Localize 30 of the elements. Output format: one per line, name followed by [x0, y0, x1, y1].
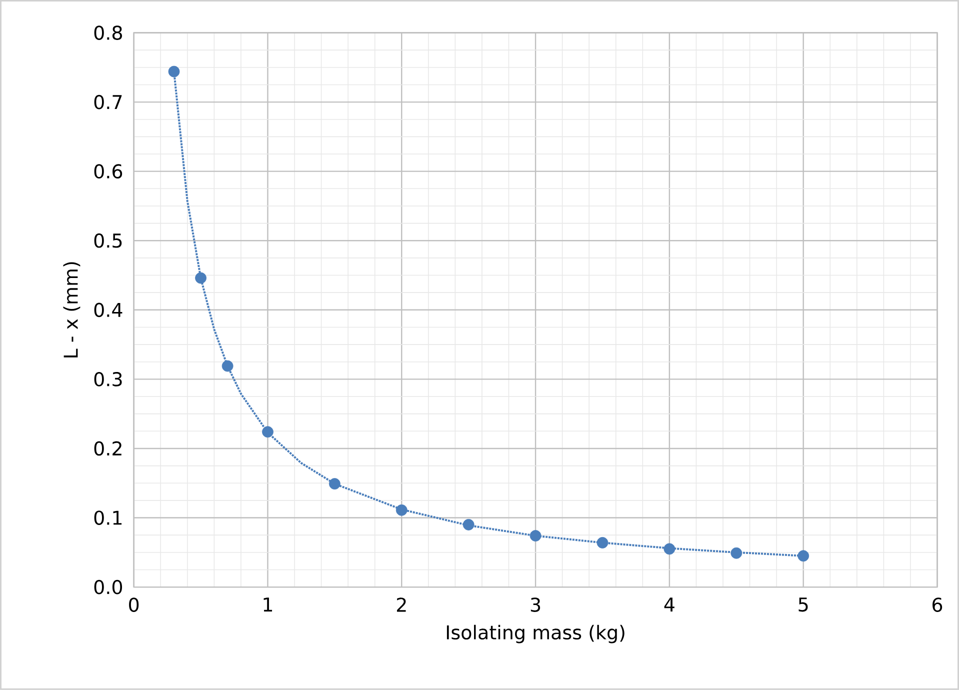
y-tick-label: 0.4 — [94, 302, 122, 318]
x-tick-label: 1 — [264, 598, 272, 612]
point — [530, 530, 542, 542]
point — [222, 360, 234, 372]
point — [596, 537, 608, 548]
y-tick-label: 0.2 — [94, 441, 122, 456]
y-tick-label: 0.0 — [94, 580, 122, 594]
point — [396, 504, 408, 516]
x-axis-title: Isolating mass (kg) — [446, 624, 624, 644]
y-tick-label: 0.8 — [94, 26, 122, 40]
y-tick-label: 0.5 — [94, 234, 122, 248]
x-tick-label: 4 — [664, 598, 674, 612]
point — [462, 519, 474, 530]
point — [168, 66, 180, 78]
y-tick-label: 0.1 — [94, 510, 122, 526]
point — [328, 478, 340, 490]
y-tick-label: 0.3 — [94, 372, 122, 386]
y-axis-title: L - x (mm) — [63, 262, 80, 358]
y-tick-label: 0.6 — [94, 164, 122, 179]
point — [730, 547, 742, 559]
point — [262, 426, 274, 438]
point — [798, 550, 810, 562]
x-tick-label: 2 — [396, 598, 406, 612]
x-tick-label: 5 — [798, 598, 808, 612]
point — [664, 543, 676, 555]
x-tick-label: 6 — [932, 598, 942, 612]
point — [195, 272, 206, 284]
x-tick-label: 3 — [530, 598, 540, 612]
y-tick-label: 0.7 — [94, 94, 122, 110]
x-tick-label: 0 — [129, 598, 139, 612]
